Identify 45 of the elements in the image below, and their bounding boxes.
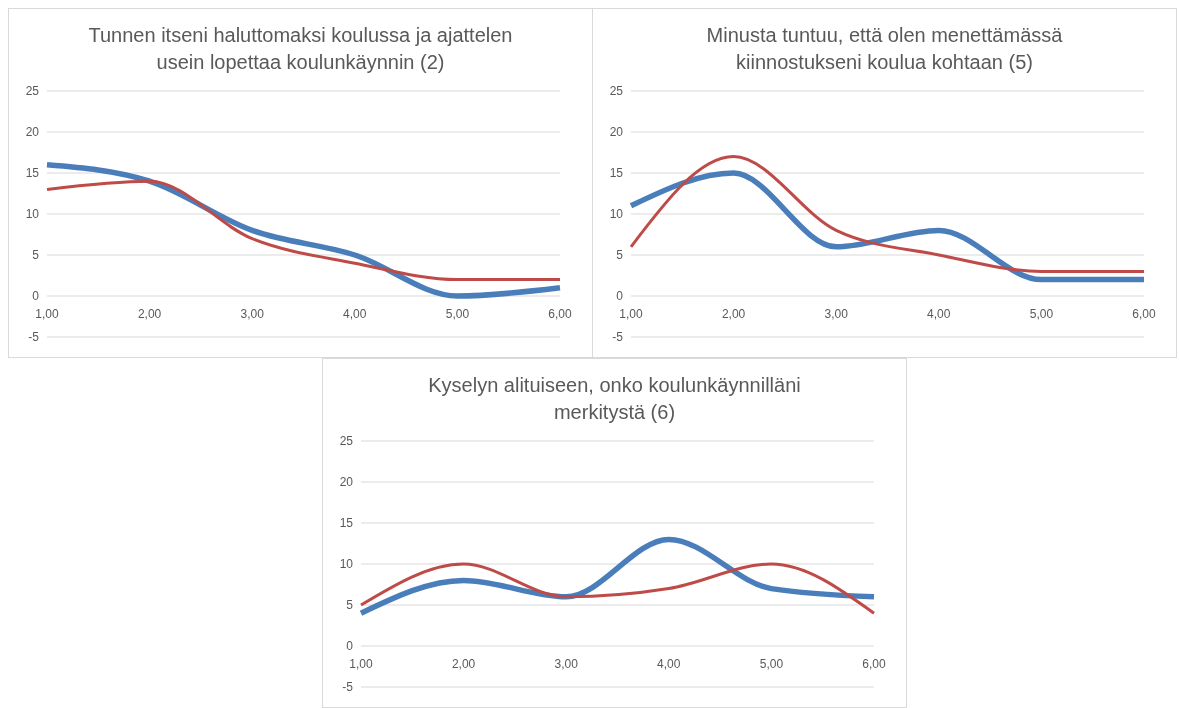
y-tick-label: 20 bbox=[339, 475, 354, 490]
x-tick-label: 4,00 bbox=[343, 307, 367, 321]
x-tick-label: 5,00 bbox=[445, 307, 470, 321]
y-tick-label: 10 bbox=[25, 207, 40, 222]
x-tick-label: 5,00 bbox=[1029, 307, 1054, 321]
y-tick-label: 0 bbox=[616, 289, 624, 304]
x-tick-label: 1,00 bbox=[619, 307, 643, 321]
chart-title: Minusta tuntuu, että olen menettämässä kiinnostukseni koulua kohtaan (5) bbox=[705, 23, 1064, 75]
x-tick-label: 5,00 bbox=[759, 657, 784, 671]
y-tick-label: 20 bbox=[25, 125, 40, 140]
x-tick-label: 3,00 bbox=[240, 307, 265, 321]
x-tick-label: 2,00 bbox=[451, 657, 476, 671]
line-series bbox=[45, 179, 562, 282]
y-tick-label: 25 bbox=[25, 84, 40, 99]
x-tick-label: 2,00 bbox=[137, 307, 162, 321]
y-tick-label: 25 bbox=[609, 84, 624, 99]
y-tick-label: 20 bbox=[609, 125, 624, 140]
chart-title: Kyselyn alituiseen, onko koulunkäynnilläni merkitystä (6) bbox=[427, 373, 802, 425]
x-tick-label: 2,00 bbox=[721, 307, 746, 321]
y-tick-label: 10 bbox=[609, 207, 624, 222]
y-tick-label: -5 bbox=[342, 680, 354, 695]
y-tick-label: -5 bbox=[612, 330, 624, 345]
y-tick-label: 0 bbox=[32, 289, 40, 304]
line-series bbox=[629, 155, 1146, 273]
x-tick-label: 6,00 bbox=[1132, 307, 1156, 321]
x-tick-label: 3,00 bbox=[554, 657, 579, 671]
y-tick-label: 25 bbox=[339, 434, 354, 449]
x-tick-label: 4,00 bbox=[657, 657, 681, 671]
y-tick-label: 10 bbox=[339, 557, 354, 572]
x-tick-label: 6,00 bbox=[548, 307, 572, 321]
y-tick-label: -5 bbox=[28, 330, 40, 345]
x-tick-label: 1,00 bbox=[35, 307, 59, 321]
line-series bbox=[359, 562, 876, 615]
x-tick-label: 1,00 bbox=[349, 657, 373, 671]
y-tick-label: 0 bbox=[346, 639, 354, 654]
chart-title: Tunnen itseni haluttomaksi koulussa ja ajattelen usein lopettaa koulunkäynnin (2) bbox=[87, 23, 514, 75]
x-tick-label: 4,00 bbox=[927, 307, 951, 321]
y-tick-label: 5 bbox=[616, 248, 624, 263]
y-tick-label: 5 bbox=[346, 598, 354, 613]
y-tick-label: 15 bbox=[609, 166, 624, 181]
y-tick-label: 15 bbox=[25, 166, 40, 181]
x-tick-label: 6,00 bbox=[862, 657, 886, 671]
y-tick-label: 15 bbox=[339, 516, 354, 531]
x-tick-label: 3,00 bbox=[824, 307, 849, 321]
y-tick-label: 5 bbox=[32, 248, 40, 263]
